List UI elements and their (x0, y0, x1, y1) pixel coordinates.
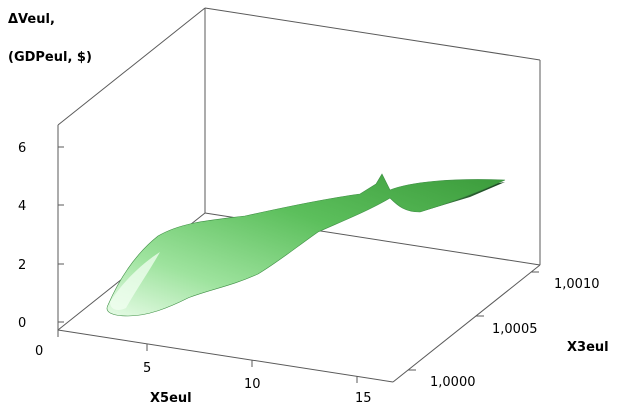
x-tick-label: 15 (355, 391, 372, 406)
z-tick-marks (58, 146, 64, 323)
y-tick-label: 1,0000 (430, 375, 476, 390)
x-axis-title: X5eul (150, 391, 192, 406)
y-tick-label: 1,0010 (554, 277, 600, 292)
x-tick-marks (57, 330, 358, 383)
z-axis-title-line2: (GDPeul, $) (8, 50, 92, 65)
z-tick-label: 4 (18, 199, 26, 214)
surface-highlight (110, 252, 160, 310)
z-tick-label: 6 (18, 141, 26, 156)
y-tick-marks (408, 271, 539, 371)
surface-main (106, 173, 506, 317)
z-tick-label: 2 (18, 258, 26, 273)
z-tick-label: 0 (18, 316, 26, 331)
y-tick-label: 1,0005 (492, 322, 538, 337)
x-tick-label: 10 (244, 377, 261, 392)
z-axis-title-line1: ΔVeul, (8, 12, 55, 27)
y-axis-title: X3eul (567, 340, 609, 355)
x-tick-label: 5 (143, 361, 151, 376)
x-tick-label: 0 (35, 344, 43, 359)
